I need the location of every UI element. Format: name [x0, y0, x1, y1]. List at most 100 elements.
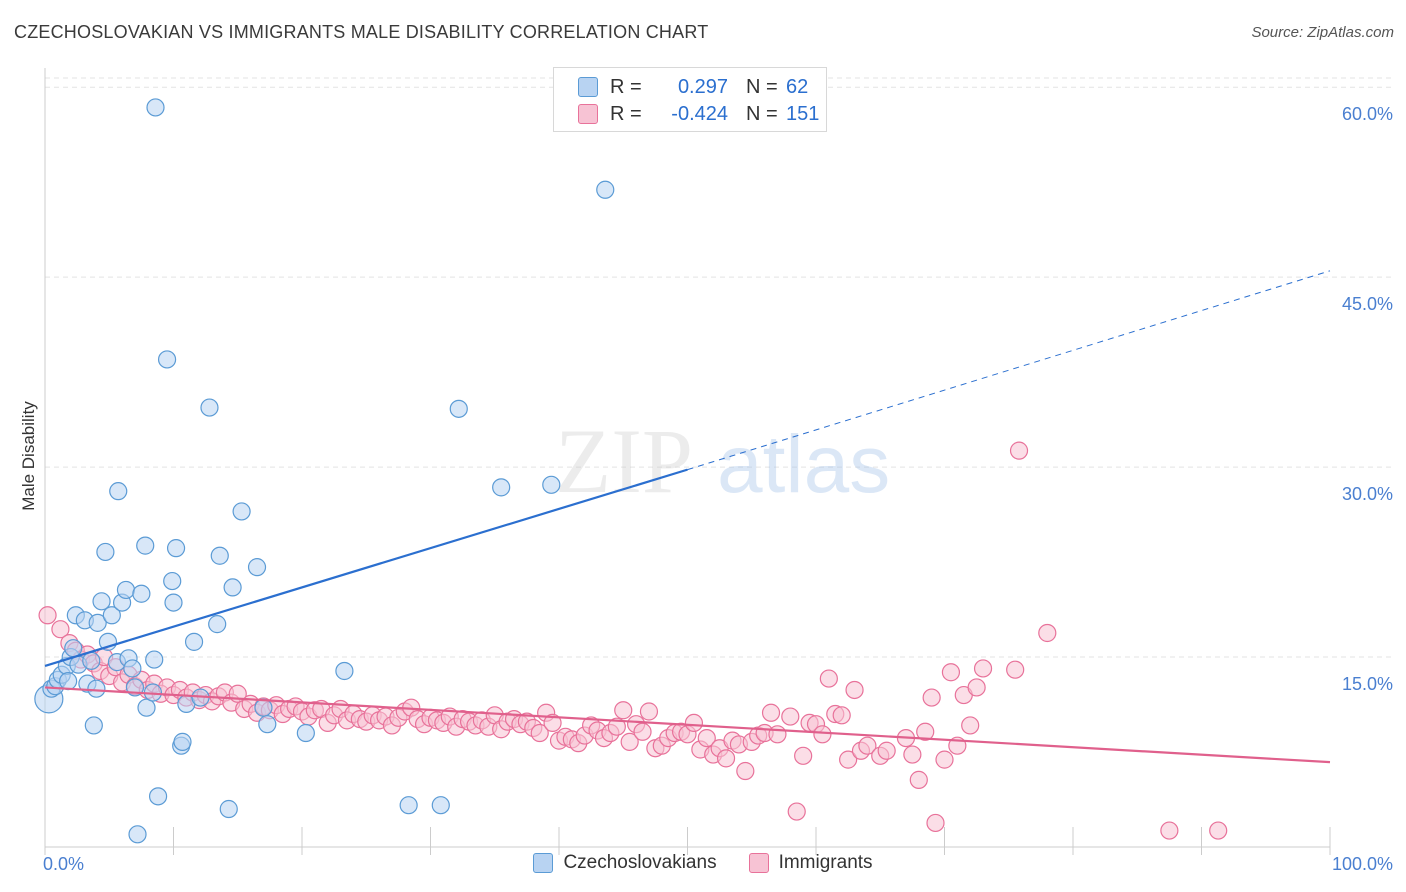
czechoslovakian-point-50 [232, 502, 251, 521]
czechoslovakian-point-54 [296, 723, 315, 743]
czechoslovakian-point-24 [116, 580, 136, 600]
watermark-atlas: atlas [717, 419, 890, 510]
immigrant-point-137 [961, 716, 980, 735]
immigrant-point-90 [620, 732, 639, 751]
legend-swatch-pink [748, 853, 769, 873]
czechoslovakian-point-22 [109, 482, 128, 501]
immigrant-point-138 [967, 678, 986, 697]
czechoslovakian-point-35 [148, 787, 168, 806]
czechoslovakian-point-61 [596, 180, 615, 199]
czechoslovakian-point-52 [254, 698, 273, 717]
trend-line-blue [44, 468, 688, 667]
czechoslovakian-point-37 [163, 571, 182, 591]
immigrant-point-114 [781, 707, 800, 726]
czechoslovakian-point-60 [542, 475, 561, 494]
immigrant-point-119 [819, 669, 838, 688]
czechoslovakian-point-43 [184, 632, 204, 651]
czechoslovakian-point-29 [132, 584, 151, 603]
legend-n-value: 62 [786, 75, 809, 98]
legend-swatch-pink [578, 104, 598, 124]
legend-n-label: N = [746, 75, 778, 98]
immigrant-point-89 [614, 701, 633, 720]
immigrant-point-133 [935, 750, 954, 769]
immigrant-point-115 [794, 746, 813, 765]
immigrant-point-105 [716, 749, 736, 768]
immigrant-point-132 [922, 688, 941, 707]
immigrant-point-140 [1006, 660, 1025, 679]
czechoslovakian-point-33 [145, 650, 164, 669]
source-label: Source: ZipAtlas.com [1251, 24, 1394, 41]
immigrant-point-142 [787, 802, 806, 821]
immigrant-point-108 [736, 761, 755, 781]
immigrant-point-0 [38, 606, 57, 625]
legend-r-label: R = [610, 75, 642, 98]
czechoslovakian-point-39 [166, 539, 186, 558]
immigrant-point-102 [697, 728, 716, 748]
legend-row-czechoslovakians: R = 0.297 N = 62 [578, 75, 826, 99]
immigrant-point-123 [845, 680, 864, 700]
x-tick-label-1: 100.0% [1332, 854, 1393, 874]
trend-lines [44, 270, 1331, 764]
watermark: ZIP atlas [555, 410, 890, 512]
immigrant-point-100 [684, 713, 704, 732]
legend-item-immigrants: Immigrants [748, 852, 873, 874]
czechoslovakian-point-17 [92, 592, 111, 611]
series-immigrants [38, 441, 1228, 840]
czechoslovakian-point-36 [157, 350, 177, 369]
immigrant-point-146 [1209, 821, 1228, 840]
tick-labels: 15.0% 30.0% 45.0% 60.0% 0.0% 100.0% [43, 104, 1393, 874]
immigrant-point-145 [1160, 821, 1179, 840]
series-czechoslovakians [34, 98, 615, 844]
czechoslovakian-point-18 [96, 542, 115, 562]
immigrant-point-141 [1038, 623, 1057, 643]
immigrant-point-1 [51, 620, 70, 639]
czechoslovakian-point-55 [335, 661, 354, 681]
czechoslovakian-point-28 [128, 825, 147, 844]
immigrant-point-93 [639, 702, 659, 721]
czechoslovakian-point-16 [88, 613, 107, 632]
immigrant-point-112 [761, 703, 781, 722]
watermark-zip: ZIP [555, 410, 693, 512]
immigrant-point-130 [909, 770, 928, 789]
immigrant-point-113 [768, 725, 787, 744]
immigrant-point-88 [607, 717, 626, 736]
czechoslovakian-point-53 [258, 715, 277, 734]
czechoslovakian-point-48 [219, 799, 238, 819]
chart-title: CZECHOSLOVAKIAN VS IMMIGRANTS MALE DISAB… [14, 22, 709, 42]
y-axis-label: Male Disability [19, 401, 38, 511]
legend-r-label: R = [610, 102, 642, 125]
immigrant-point-129 [903, 745, 922, 764]
czechoslovakian-point-59 [492, 478, 511, 497]
trend-extension-blue [687, 270, 1331, 471]
immigrant-point-134 [941, 663, 961, 682]
czechoslovakian-point-41 [173, 732, 192, 751]
czechoslovakian-point-14 [84, 716, 103, 735]
czechoslovakian-point-46 [208, 615, 227, 634]
immigrant-point-127 [877, 741, 896, 760]
czechoslovakian-point-15 [87, 679, 106, 698]
czechoslovakian-point-58 [449, 399, 468, 418]
x-tick-label-0: 0.0% [43, 854, 84, 874]
legend-r-value: -0.424 [671, 102, 728, 125]
grid-lines [45, 77, 1395, 658]
legend-item-czechoslovakians: Czechoslovakians [533, 852, 717, 874]
czechoslovakian-point-57 [431, 796, 450, 815]
immigrant-point-144 [1009, 441, 1029, 460]
correlation-legend: R = 0.297 N = 62 R = -0.424 N = 151 [553, 67, 827, 132]
czechoslovakian-point-38 [164, 593, 183, 612]
czechoslovakian-point-51 [247, 558, 267, 577]
czechoslovakian-point-20 [102, 606, 121, 625]
czechoslovakian-point-13 [82, 651, 101, 670]
y-tick-label-3: 60.0% [1342, 104, 1393, 124]
legend-label: Immigrants [778, 852, 873, 873]
axes [44, 68, 1331, 855]
legend-swatch-blue [578, 77, 598, 97]
series-legend: Czechoslovakians Immigrants [0, 852, 1406, 874]
y-tick-label-0: 15.0% [1342, 674, 1393, 694]
immigrant-point-118 [813, 725, 832, 744]
czechoslovakian-point-31 [137, 698, 156, 717]
czechoslovakian-point-47 [210, 546, 229, 565]
czechoslovakian-point-26 [123, 659, 142, 678]
czechoslovakian-point-8 [64, 639, 83, 658]
immigrant-point-143 [926, 813, 945, 833]
